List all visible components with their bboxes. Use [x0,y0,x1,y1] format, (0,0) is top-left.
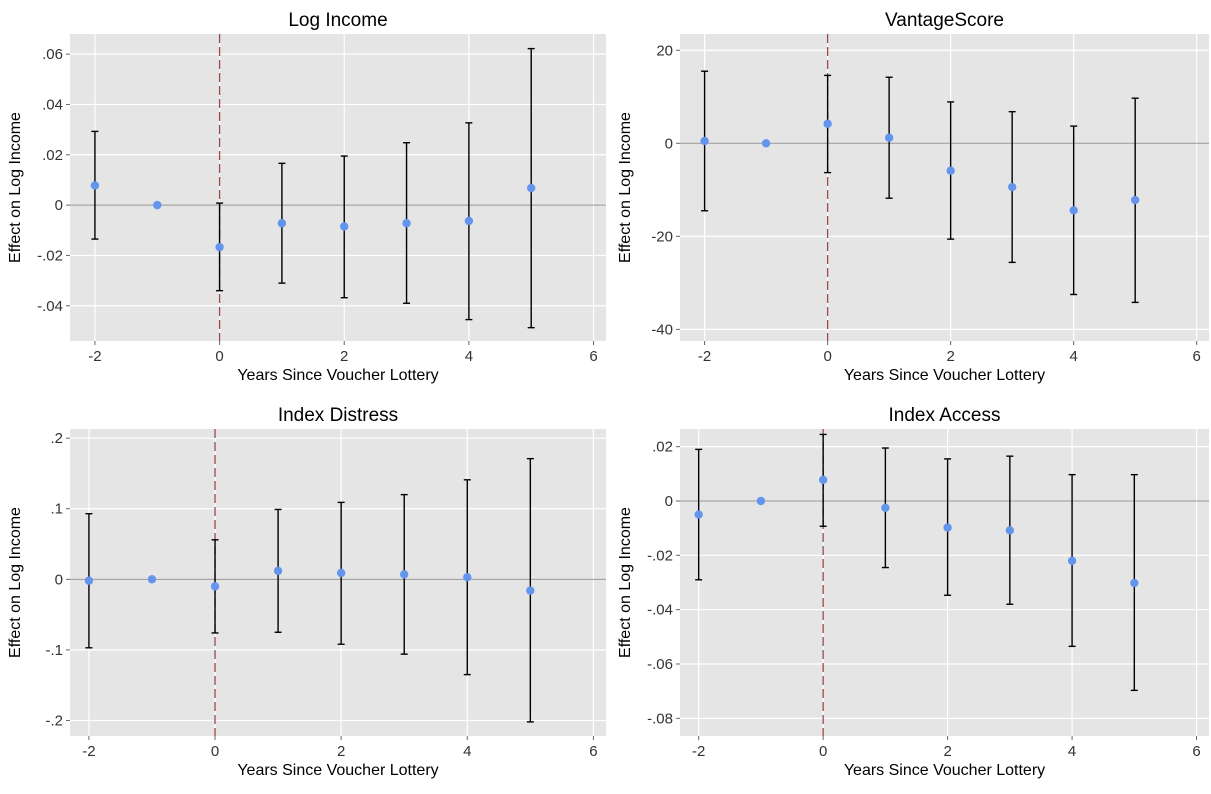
y-tick-label: 0 [665,493,673,510]
data-point [464,216,474,226]
data-point [336,568,346,578]
x-tick-label: 2 [943,743,951,760]
data-point [761,139,771,148]
x-tick-label: 4 [1068,743,1076,760]
data-point [946,166,955,175]
chart-panel-4: -2 0 2 4 6 -.08 -.06 -.04 -.02 0 .02 Index Access Ye… [617,405,1209,779]
plot-area-background [680,429,1209,736]
x-tick-label: -2 [692,743,705,760]
y-tick-label: .04 [42,96,63,113]
y-tick-label: -.02 [647,547,673,564]
y-tick-label: -.02 [37,247,63,264]
x-tick-label: 0 [819,743,827,760]
data-point [694,510,703,519]
y-tick-label: -.08 [647,710,673,727]
y-axis-label: Effect on Log Income [7,507,24,658]
data-point [90,181,100,190]
y-tick-label: -.04 [647,602,673,619]
chart-title: Log Income [288,10,387,31]
data-point [884,133,894,142]
data-point [1130,578,1139,588]
x-tick-label: 6 [1192,743,1200,760]
data-point [881,503,890,512]
chart-title: Index Distress [278,405,398,426]
data-point [210,582,220,591]
data-point [153,200,162,210]
x-tick-label: 0 [823,348,831,365]
x-tick-label: 4 [1070,348,1078,365]
x-tick-label: 2 [340,348,348,365]
x-tick-label: -2 [88,348,101,365]
x-tick-label: -2 [698,348,711,365]
data-point [463,573,472,582]
data-point [340,222,349,231]
data-point [526,586,535,595]
plot-area-background [70,34,606,341]
data-point [402,219,411,228]
y-tick-label: -20 [651,228,673,245]
data-point [818,475,828,485]
x-tick-label: 6 [1193,348,1201,365]
chart-title: VantageScore [885,10,1004,31]
data-point [1007,182,1017,192]
x-tick-label: 4 [463,743,471,760]
data-point [1067,556,1077,565]
plot-area-background [680,34,1209,341]
data-point [147,575,157,584]
x-tick-label: 0 [211,743,219,760]
y-tick-label: -40 [651,321,673,338]
y-tick-label: 0 [55,571,63,588]
x-tick-label: 0 [215,348,223,365]
y-tick-label: .2 [50,430,63,447]
x-tick-label: 2 [946,348,954,365]
chart-panel-3: -2 0 2 4 6 -.2 -.1 0 .1 .2 Index Distress Years Sin… [7,405,606,779]
data-point [823,119,832,128]
x-tick-label: 6 [589,743,597,760]
x-axis-label: Years Since Voucher Lottery [844,367,1045,384]
x-tick-label: 4 [465,348,473,365]
y-axis-label: Effect on Log Income [617,507,634,658]
y-tick-label: .1 [50,501,63,518]
chart-title: Index Access [889,405,1001,426]
y-tick-label: -.2 [45,712,63,729]
data-point [215,242,224,252]
x-tick-label: -2 [82,743,95,760]
data-point [84,576,94,585]
y-tick-label: .06 [42,46,63,63]
x-axis-label: Years Since Voucher Lottery [844,762,1045,779]
plot-area-background [70,429,606,736]
data-point [700,136,709,146]
x-tick-label: 2 [337,743,345,760]
y-axis-label: Effect on Log Income [7,112,24,263]
y-tick-label: .02 [652,439,673,456]
data-point [1069,206,1078,215]
y-tick-label: -.06 [647,656,673,673]
data-point [943,523,952,532]
y-tick-label: -.04 [37,298,63,315]
y-tick-label: -.1 [45,642,63,659]
chart-panel-1: -2 0 2 4 6 -.04 -.02 0 .02 .04 .06 Log Income Years … [7,10,606,384]
data-point [277,219,287,228]
x-tick-label: 6 [589,348,597,365]
x-axis-label: Years Since Voucher Lottery [237,762,438,779]
data-point [273,566,283,576]
y-tick-label: 0 [665,135,673,152]
y-tick-label: 20 [656,42,673,59]
data-point [1130,195,1140,205]
y-tick-label: 0 [55,197,63,214]
data-point [400,570,409,579]
x-axis-label: Years Since Voucher Lottery [237,367,438,384]
y-tick-label: .02 [42,147,63,164]
data-point [527,183,536,193]
data-point [1005,526,1015,535]
data-point [756,496,766,506]
y-axis-label: Effect on Log Income [617,112,634,263]
